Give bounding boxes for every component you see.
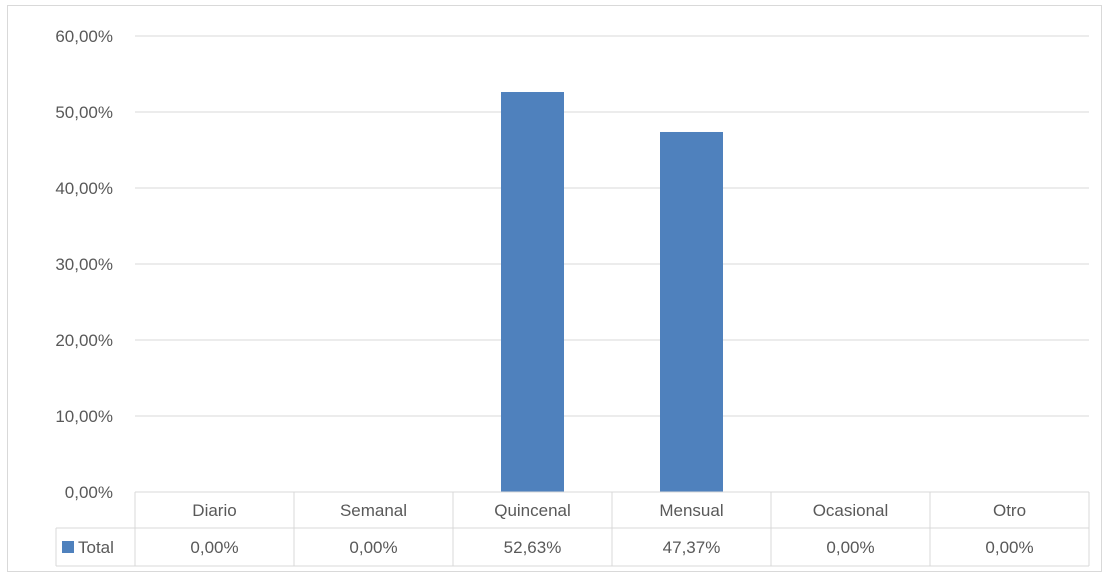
grid-lines <box>135 35 1089 417</box>
y-axis-tick-labels: 0,00% 10,00% 20,00% 30,00% 40,00% 50,00% 60,00… <box>55 27 113 502</box>
bar <box>501 92 564 493</box>
y-tick-label: 60,00% <box>55 27 113 46</box>
category-label: Semanal <box>340 501 407 520</box>
y-tick-label: 0,00% <box>65 483 113 502</box>
category-label: Ocasional <box>813 501 889 520</box>
category-label: Mensual <box>659 501 723 520</box>
data-table: Diario Semanal Quincenal Mensual Ocasional Ot… <box>55 491 1090 567</box>
y-tick-label: 20,00% <box>55 331 113 350</box>
y-tick-label: 50,00% <box>55 103 113 122</box>
y-tick-label: 10,00% <box>55 407 113 426</box>
data-value-label: 0,00% <box>190 538 238 557</box>
data-value-label: 52,63% <box>504 538 562 557</box>
y-tick-label: 40,00% <box>55 179 113 198</box>
y-tick-label: 30,00% <box>55 255 113 274</box>
data-value-label: 0,00% <box>349 538 397 557</box>
data-value-label: 0,00% <box>826 538 874 557</box>
category-label: Diario <box>192 501 236 520</box>
data-value-label: 47,37% <box>663 538 721 557</box>
legend-series-name: Total <box>78 538 114 557</box>
bars <box>501 92 723 493</box>
category-label: Otro <box>993 501 1026 520</box>
data-value-label: 0,00% <box>985 538 1033 557</box>
legend-swatch <box>62 541 74 553</box>
category-label: Quincenal <box>494 501 571 520</box>
bar <box>660 131 723 492</box>
